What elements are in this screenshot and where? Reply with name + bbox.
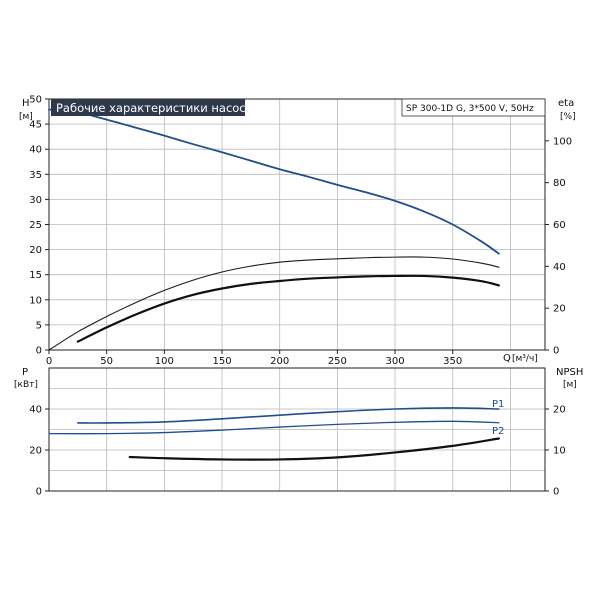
- y-tick-label: 0: [36, 487, 42, 498]
- y-right-tick-label: 60: [553, 220, 566, 231]
- x-tick-label: 250: [328, 356, 347, 367]
- series-line-0-1: [48, 256, 500, 351]
- x-tick-label: 0: [46, 356, 52, 367]
- y-right-tick-label: 20: [553, 405, 566, 416]
- y-tick-label: 40: [29, 405, 42, 416]
- series-line-1-2: [128, 437, 500, 461]
- y-right-tick-label: 40: [553, 262, 566, 273]
- npsh-axis-label: NPSH: [556, 367, 583, 378]
- y-right-tick-label: 0: [553, 346, 559, 357]
- power-axis-label: P: [22, 367, 28, 378]
- series-line-0-2: [76, 274, 500, 343]
- x-tick-label: 350: [443, 356, 462, 367]
- y-tick-label: 10: [29, 295, 42, 306]
- chart-title-box: [51, 99, 245, 116]
- y-right-tick-label: 20: [553, 304, 566, 315]
- y-tick-label: 5: [36, 320, 42, 331]
- y-tick-label: 0: [36, 346, 42, 357]
- chart-subtitle: SP 300-1D G, 3*500 V, 50Hz: [406, 104, 534, 114]
- y-tick-label: 25: [29, 220, 42, 231]
- series-line-p2: [48, 420, 500, 435]
- y-tick-label: 50: [29, 95, 42, 106]
- y-right-tick-label: 10: [553, 446, 566, 457]
- y-axis-unit-left: [м]: [19, 112, 33, 122]
- x-tick-label: 100: [155, 356, 174, 367]
- power-axis-unit: [кВт]: [14, 380, 38, 390]
- y-tick-label: 20: [29, 446, 42, 457]
- chart-title: Рабочие характеристики насоса: [56, 101, 253, 115]
- x-tick-label: 150: [212, 356, 231, 367]
- series-label-p1: P1: [492, 399, 504, 410]
- plot-frame: [48, 367, 546, 492]
- y-tick-label: 20: [29, 245, 42, 256]
- npsh-axis-unit: [м]: [563, 380, 577, 390]
- x-tick-label: 300: [385, 356, 404, 367]
- y-tick-label: 35: [29, 170, 42, 181]
- frame-layer: [48, 98, 546, 492]
- series-line-0-0: [48, 108, 500, 255]
- series-layer: [48, 108, 500, 461]
- series-label-p2: P2: [492, 426, 504, 437]
- y-tick-label: 30: [29, 195, 42, 206]
- chart-subtitle-box: [401, 98, 546, 117]
- y-right-tick-label: 100: [553, 136, 572, 147]
- x-axis-unit: [м³/ч]: [512, 354, 538, 364]
- x-axis-label: Q: [503, 353, 511, 364]
- y-right-tick-label: 80: [553, 178, 566, 189]
- y-axis-label-left: H: [22, 98, 30, 109]
- x-tick-label: 200: [270, 356, 289, 367]
- y-right-tick-label: 0: [553, 487, 559, 498]
- y-axis-unit-right: [%]: [560, 112, 576, 122]
- y-axis-label-right: eta: [558, 98, 574, 109]
- y-tick-label: 45: [29, 120, 42, 131]
- y-tick-label: 40: [29, 145, 42, 156]
- grid-layer: [49, 99, 545, 491]
- x-tick-label: 50: [100, 356, 113, 367]
- series-line-p1: [77, 407, 500, 424]
- y-tick-label: 15: [29, 270, 42, 281]
